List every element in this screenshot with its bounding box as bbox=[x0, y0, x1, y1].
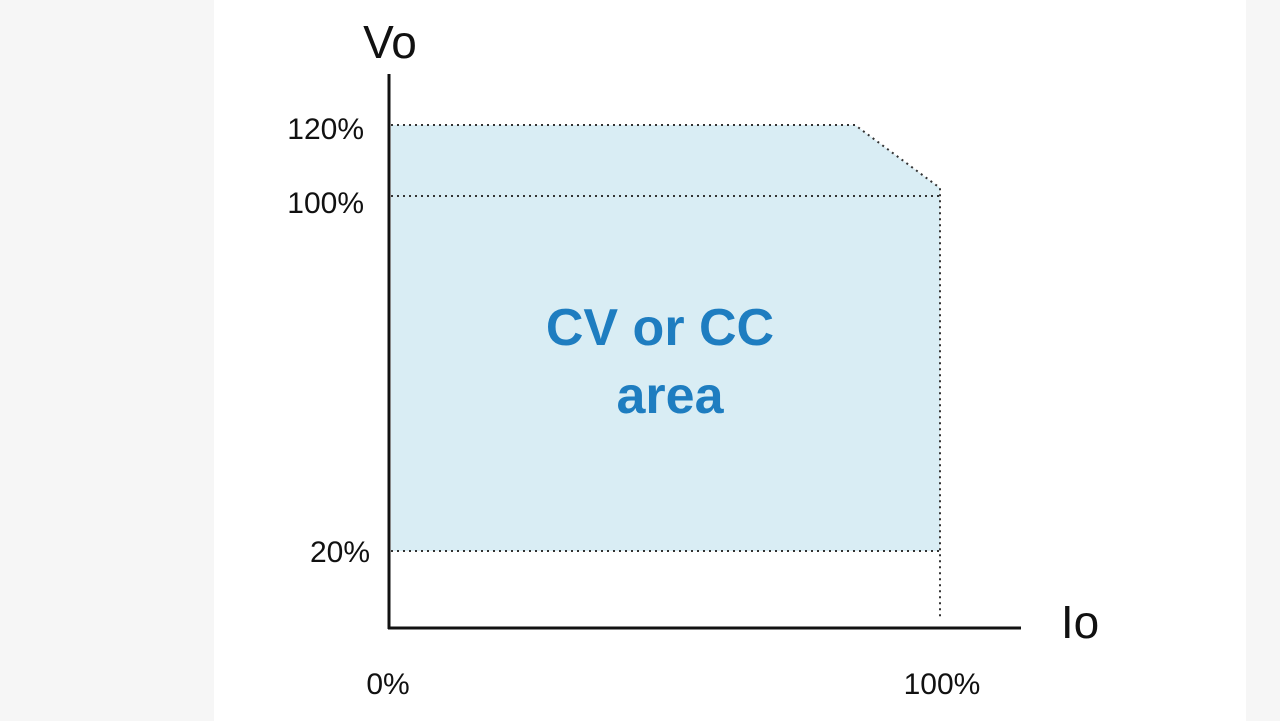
x-tick-label: 0% bbox=[366, 668, 409, 701]
region-label: area bbox=[617, 367, 725, 425]
y-tick-label: 20% bbox=[310, 536, 370, 569]
y-tick-label: 120% bbox=[287, 113, 364, 146]
x-tick-label: 100% bbox=[904, 668, 981, 701]
boundary-line bbox=[391, 124, 941, 620]
y-tick-label: 100% bbox=[287, 187, 364, 220]
region-label: CV or CC bbox=[546, 299, 774, 357]
operating-area bbox=[391, 125, 940, 551]
x-axis-label: Io bbox=[1061, 596, 1099, 648]
y-axis-label: Vo bbox=[363, 16, 417, 68]
